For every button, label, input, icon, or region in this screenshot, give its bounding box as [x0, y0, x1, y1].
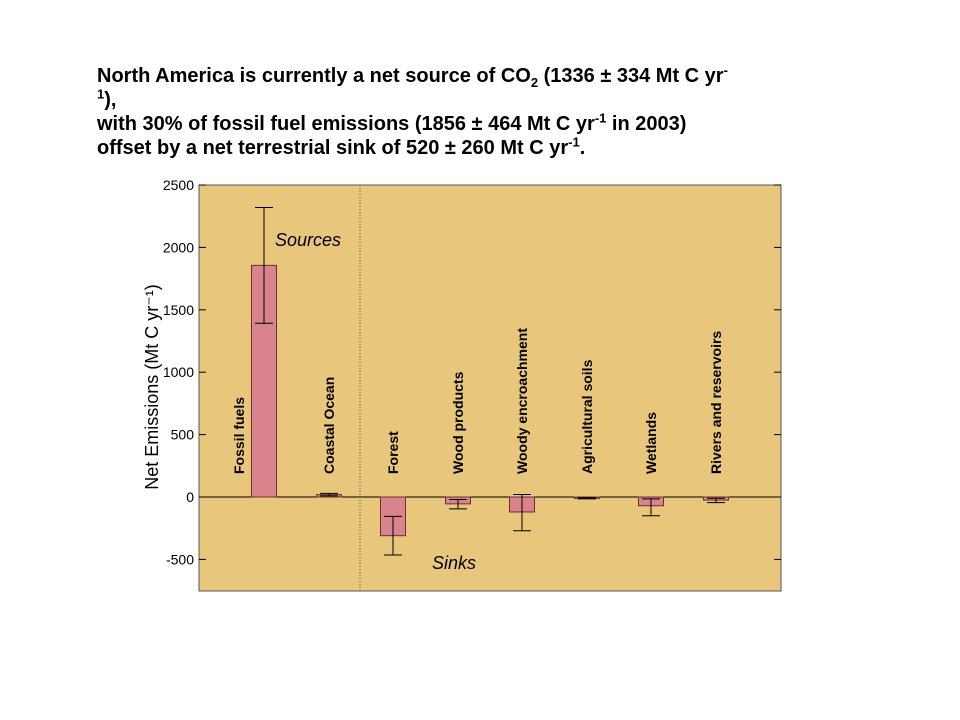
category-label: Forest [385, 431, 401, 474]
sources-annotation: Sources [275, 230, 341, 250]
headline-superscript: - [723, 62, 728, 78]
headline-line-3: with 30% of fossil fuel emissions (1856 … [97, 110, 877, 136]
headline-text: with 30% of fossil fuel emissions (1856 … [97, 113, 595, 135]
headline-line-1: North America is currently a net source … [97, 62, 877, 90]
y-tick-label: 500 [171, 427, 195, 443]
y-tick-label: 2500 [163, 177, 194, 193]
category-label: Agricultural soils [579, 359, 595, 474]
headline-subscript: 2 [530, 75, 539, 90]
headline-text: North America is currently a net source … [97, 65, 531, 87]
category-label: Wetlands [643, 412, 659, 474]
category-label: Rivers and reservoirs [708, 331, 724, 474]
chart-headline: North America is currently a net source … [97, 62, 877, 160]
headline-line-4: offset by a net terrestrial sink of 520 … [97, 134, 877, 160]
headline-text: offset by a net terrestrial sink of 520 … [97, 137, 569, 159]
category-label: Coastal Ocean [321, 377, 337, 474]
y-tick-label: 0 [186, 489, 194, 505]
headline-line-2: 1), [97, 86, 877, 112]
y-tick-label: -500 [166, 551, 194, 567]
headline-text: (1336 ± 334 Mt C yr [538, 65, 724, 87]
headline-superscript: 1 [97, 86, 105, 102]
headline-superscript: -1 [594, 110, 607, 126]
y-tick-label: 2000 [163, 239, 194, 255]
category-label: Fossil fuels [231, 397, 247, 474]
headline-superscript: -1 [568, 134, 580, 150]
sinks-annotation: Sinks [432, 553, 476, 573]
y-tick-label: 1500 [163, 302, 194, 318]
category-label: Wood products [450, 371, 466, 474]
chart-marks: -500 0 500 1000 1500 2000 2500 Fossil fuels Coas… [163, 177, 781, 591]
plot-area [198, 184, 782, 592]
headline-text: ), [104, 89, 117, 111]
y-axis-label: Net Emissions (Mt C yr⁻¹) [142, 284, 162, 490]
category-label: Woody encroachment [514, 328, 530, 474]
headline-text: . [579, 137, 586, 159]
headline-text: in 2003) [606, 113, 687, 135]
y-tick-label: 1000 [163, 364, 194, 380]
